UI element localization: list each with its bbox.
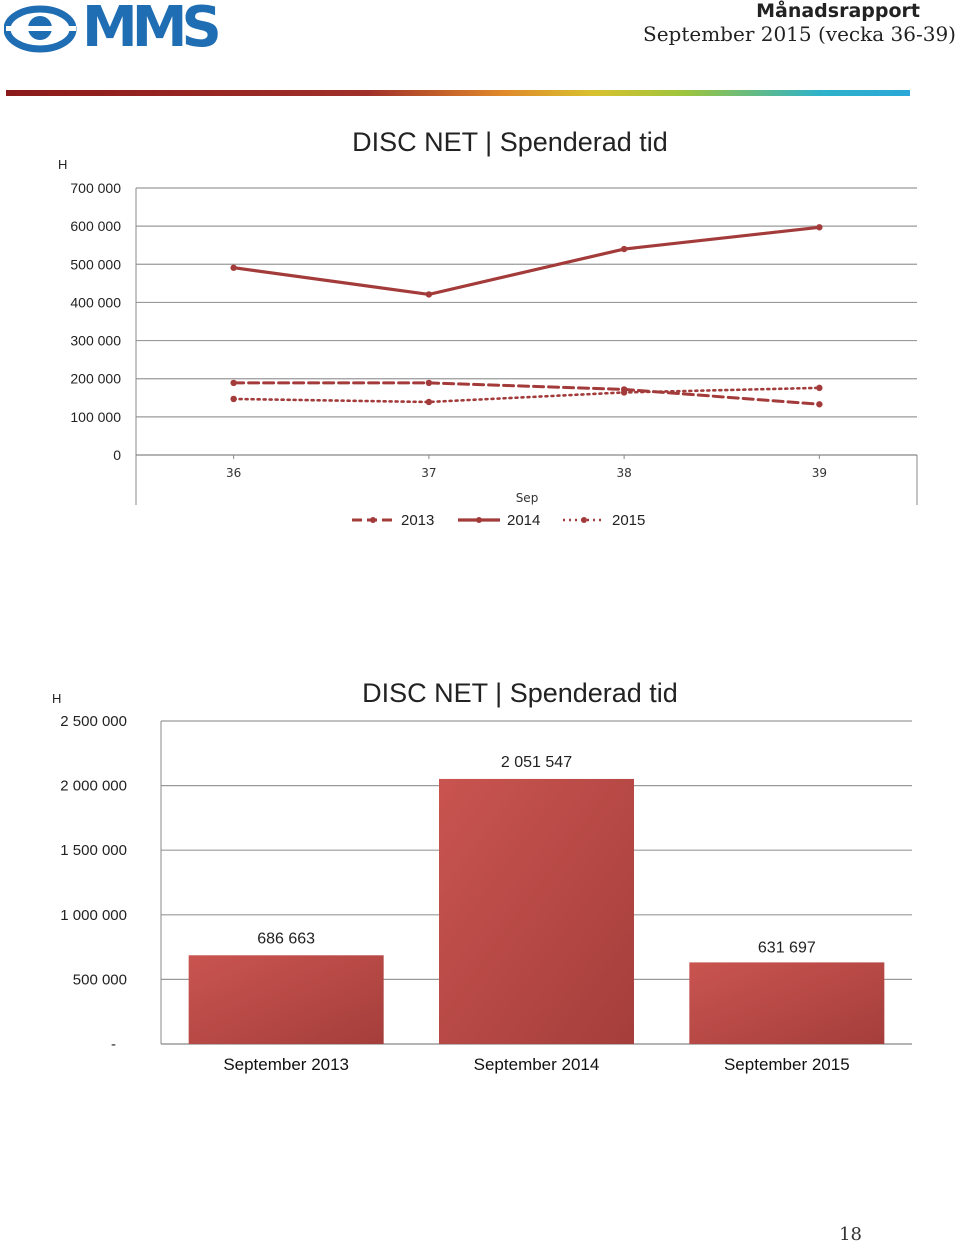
line-chart-xlabel: Sep — [516, 491, 539, 505]
bar-chart-ytick-label: - — [111, 1036, 116, 1053]
line-chart-series-2013 — [232, 381, 821, 406]
line-chart-point — [230, 379, 237, 387]
bar-data-label: 631 697 — [758, 939, 816, 956]
legend-marker-2014 — [476, 517, 482, 523]
line-chart-ytick-label: 0 — [113, 447, 121, 463]
line-chart-ytick-label: 200 000 — [70, 371, 121, 387]
report-period: September 2015 (vecka 36-39) — [643, 22, 956, 46]
line-chart-xtick-label: 39 — [812, 466, 827, 480]
line-chart-ytick-label: 600 000 — [70, 218, 121, 234]
legend-marker-2013 — [370, 517, 376, 523]
line-chart-ylabel: H — [58, 157, 67, 172]
line-chart-point — [230, 395, 237, 403]
line-chart-point — [425, 398, 433, 406]
bar-data-label: 686 663 — [257, 930, 315, 947]
bar-chart-ylabel: H — [52, 691, 61, 706]
line-chart-ytick-label: 300 000 — [70, 333, 121, 349]
bar-chart-ytick-label: 500 000 — [73, 971, 127, 988]
page-number: 18 — [839, 1224, 862, 1245]
legend-label-2014: 2014 — [507, 512, 540, 529]
bar-chart-category-label: September 2013 — [223, 1055, 349, 1074]
line-chart-point — [816, 224, 823, 231]
bar-data-label: 2 051 547 — [501, 754, 572, 771]
report-title: Månadsrapport — [756, 0, 920, 22]
line-chart-ytick-label: 400 000 — [70, 294, 121, 310]
bar-chart-ytick-label: 1 000 000 — [60, 907, 127, 924]
logo-wordmark: MMS — [82, 0, 222, 60]
legend-label-2013: 2013 — [401, 512, 434, 529]
line-chart-xtick-label: 37 — [421, 466, 436, 480]
bar-chart: DISC NET | Spenderad tid H 2 500 000 2 00… — [52, 678, 912, 1074]
line-chart: DISC NET | Spenderad tid H 700 000 600 00… — [58, 127, 918, 529]
line-chart-series-2014 — [232, 225, 821, 297]
line-chart-series-2015 — [232, 386, 821, 404]
line-chart-point — [620, 389, 628, 396]
line-chart-ytick-label: 500 000 — [70, 256, 121, 272]
mms-logo: MMS — [4, 0, 222, 60]
bar-chart-ytick-label: 1 500 000 — [60, 842, 127, 859]
eye-logo-icon — [4, 5, 77, 53]
line-chart-point — [425, 291, 433, 298]
line-chart-xtick-label: 36 — [226, 466, 241, 480]
line-chart-ytick-label: 100 000 — [70, 409, 121, 425]
legend-marker-2015 — [581, 517, 587, 523]
bar — [439, 778, 634, 1044]
bar-chart-title: DISC NET | Spenderad tid — [362, 678, 678, 708]
line-chart-point — [230, 264, 237, 271]
line-chart-point — [816, 384, 823, 392]
bar-chart-ytick-label: 2 500 000 — [60, 713, 127, 730]
line-chart-ytick-label: 700 000 — [70, 180, 121, 196]
bar — [689, 962, 885, 1044]
line-chart-point — [425, 379, 433, 387]
header-color-bar — [6, 90, 910, 96]
line-chart-xtick-label: 38 — [616, 466, 631, 480]
legend-label-2015: 2015 — [612, 512, 645, 529]
bar-chart-ytick-label: 2 000 000 — [60, 778, 127, 795]
bar-chart-category-label: September 2015 — [724, 1055, 850, 1074]
bar — [188, 955, 384, 1044]
line-chart-point — [620, 245, 628, 253]
line-chart-title: DISC NET | Spenderad tid — [352, 127, 668, 157]
line-chart-point — [816, 401, 823, 408]
bar-chart-category-label: September 2014 — [474, 1055, 600, 1074]
